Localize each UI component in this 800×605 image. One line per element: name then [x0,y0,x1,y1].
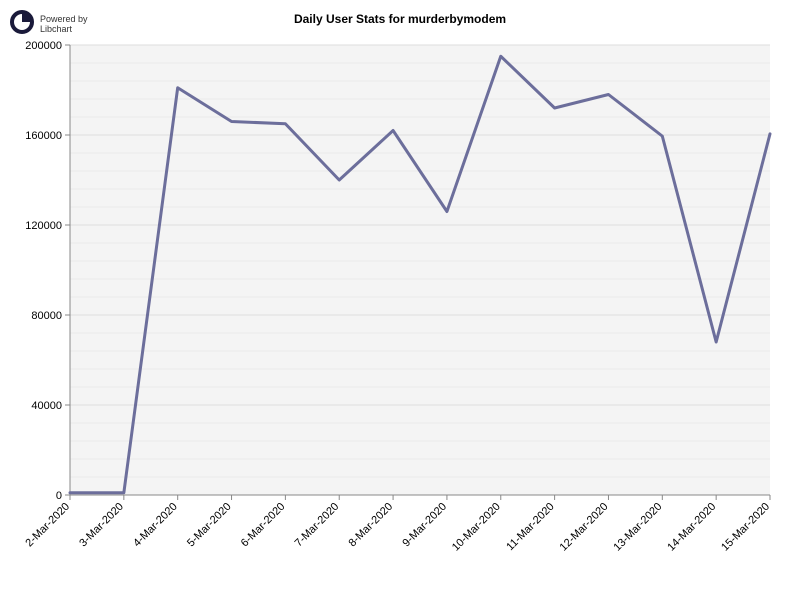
svg-text:8-Mar-2020: 8-Mar-2020 [347,501,396,550]
line-chart-svg: 0 40000 80000 120000 160000 200000 2-Mar-20203… [0,40,800,600]
svg-text:12-Mar-2020: 12-Mar-2020 [558,501,611,554]
svg-text:15-Mar-2020: 15-Mar-2020 [719,501,772,554]
svg-text:5-Mar-2020: 5-Mar-2020 [185,501,234,550]
svg-text:9-Mar-2020: 9-Mar-2020 [400,501,449,550]
svg-text:4-Mar-2020: 4-Mar-2020 [131,501,180,550]
svg-text:3-Mar-2020: 3-Mar-2020 [77,501,126,550]
svg-text:13-Mar-2020: 13-Mar-2020 [611,501,664,554]
svg-text:2-Mar-2020: 2-Mar-2020 [23,501,72,550]
svg-text:200000: 200000 [25,40,62,52]
svg-text:40000: 40000 [31,400,62,412]
chart-title: Daily User Stats for murderbymodem [0,12,800,26]
svg-text:6-Mar-2020: 6-Mar-2020 [239,501,288,550]
chart: 0 40000 80000 120000 160000 200000 2-Mar-20203… [0,40,800,600]
svg-text:10-Mar-2020: 10-Mar-2020 [450,501,503,554]
svg-text:0: 0 [56,490,62,502]
svg-text:14-Mar-2020: 14-Mar-2020 [665,501,718,554]
svg-text:160000: 160000 [25,130,62,142]
svg-text:80000: 80000 [31,310,62,322]
svg-text:11-Mar-2020: 11-Mar-2020 [504,501,556,553]
svg-text:120000: 120000 [25,220,62,232]
svg-text:7-Mar-2020: 7-Mar-2020 [293,501,342,550]
